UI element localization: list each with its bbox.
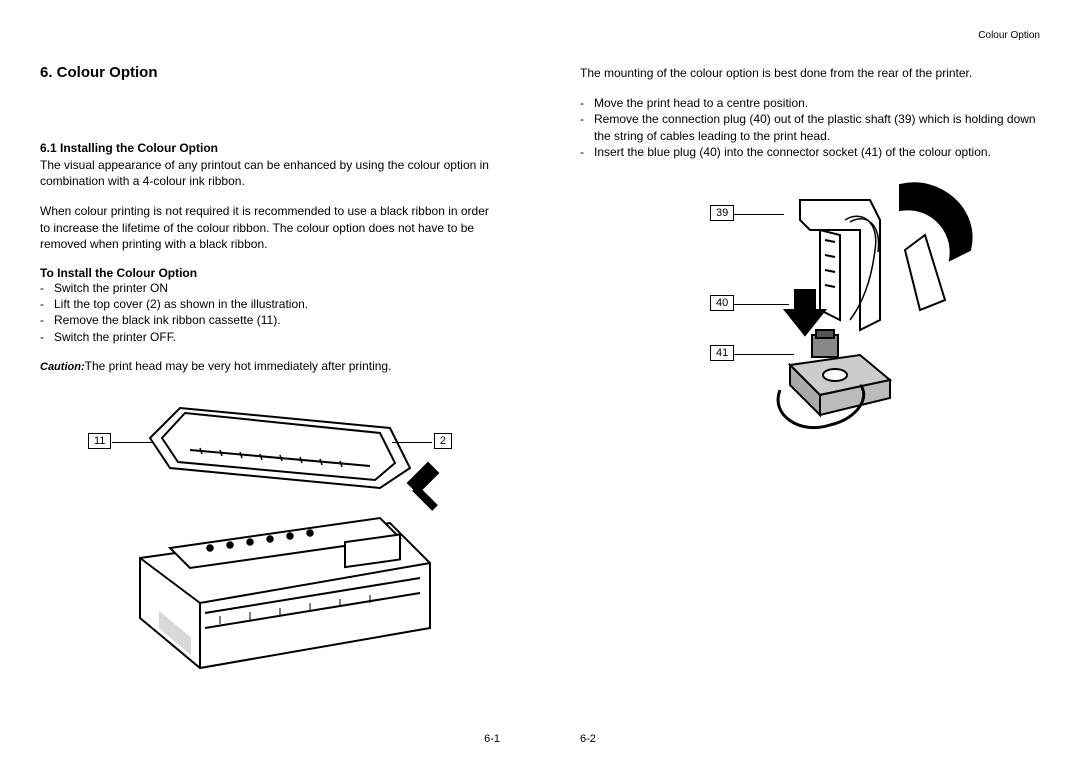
connector-illustration xyxy=(720,180,1000,440)
figure-printer: 11 2 xyxy=(40,388,500,688)
callout-2: 2 xyxy=(434,433,452,449)
caution-label: Caution: xyxy=(40,361,85,373)
list-item: Move the print head to a centre position… xyxy=(580,95,1040,111)
page-number-right: 6-2 xyxy=(580,733,596,745)
list-item: Lift the top cover (2) as shown in the i… xyxy=(40,296,500,312)
paragraph-1: The visual appearance of any printout ca… xyxy=(40,157,500,189)
right-page: Colour Option The mounting of the colour… xyxy=(540,0,1080,763)
left-page: 6. Colour Option 6.1 Installing the Colo… xyxy=(0,0,540,763)
list-item: Insert the blue plug (40) into the conne… xyxy=(580,144,1040,160)
right-intro: The mounting of the colour option is bes… xyxy=(580,65,1040,81)
figure-connector: 39 40 41 xyxy=(580,180,1040,460)
list-item: Remove the connection plug (40) out of t… xyxy=(580,111,1040,143)
page-number-left: 6-1 xyxy=(484,733,500,745)
install-heading: To Install the Colour Option xyxy=(40,266,500,280)
install-steps-list: Switch the printer ON Lift the top cover… xyxy=(40,280,500,345)
printer-illustration xyxy=(90,388,450,678)
subheading-install: 6.1 Installing the Colour Option xyxy=(40,141,500,155)
right-steps-list: Move the print head to a centre position… xyxy=(580,95,1040,160)
list-item: Switch the printer ON xyxy=(40,280,500,296)
callout-39: 39 xyxy=(710,205,734,221)
callout-40: 40 xyxy=(710,295,734,311)
caution-text: The print head may be very hot immediate… xyxy=(85,359,392,373)
caution-line: Caution:The print head may be very hot i… xyxy=(40,359,500,373)
callout-11: 11 xyxy=(88,433,111,449)
section-title: 6. Colour Option xyxy=(40,64,500,81)
list-item: Remove the black ink ribbon cassette (11… xyxy=(40,312,500,328)
page-header-right: Colour Option xyxy=(580,30,1040,41)
list-item: Switch the printer OFF. xyxy=(40,329,500,345)
callout-41: 41 xyxy=(710,345,734,361)
paragraph-2: When colour printing is not required it … xyxy=(40,203,500,252)
